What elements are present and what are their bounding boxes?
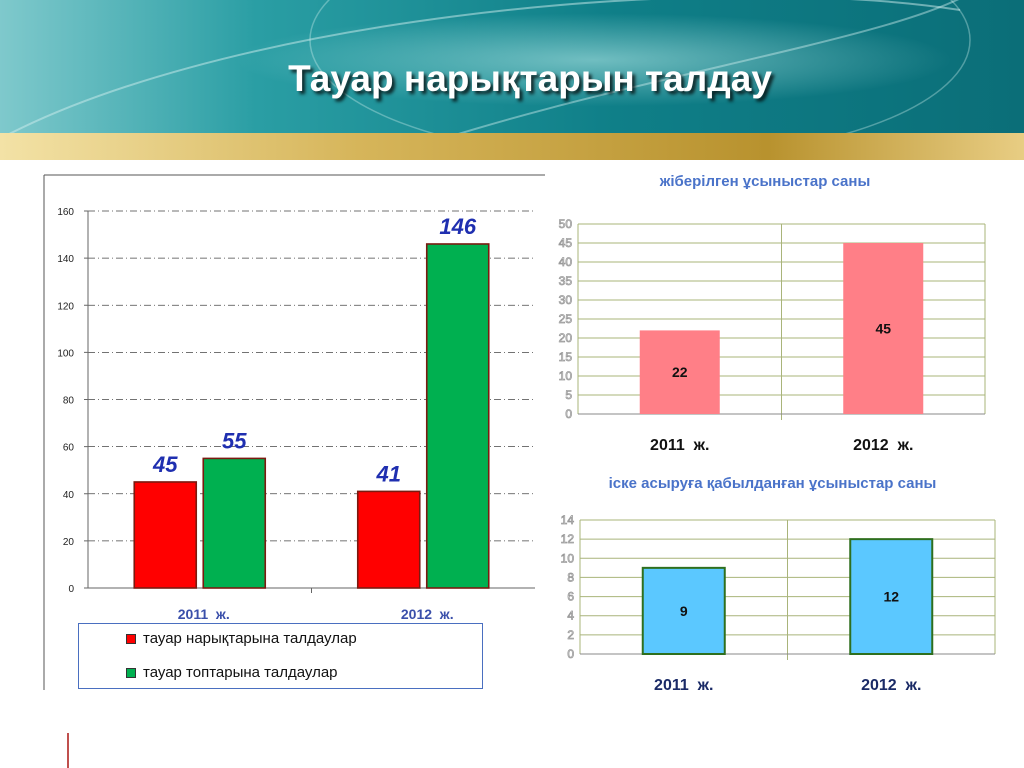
y-tick-label: 20 — [63, 537, 75, 548]
y-tick-label: 45 — [559, 236, 573, 250]
y-tick-label: 100 — [57, 348, 74, 359]
legend-swatch-green — [126, 668, 136, 678]
bar-groups — [425, 243, 490, 589]
y-tick-label: 35 — [559, 274, 573, 288]
y-tick-label: 0 — [565, 407, 572, 421]
y-tick-label: 140 — [57, 254, 74, 265]
y-tick-label: 2 — [567, 628, 574, 642]
data-label: 45 — [875, 321, 891, 337]
y-tick-label: 40 — [559, 255, 573, 269]
y-tick-label: 5 — [565, 388, 572, 402]
y-tick-label: 10 — [561, 551, 575, 565]
legend-item-markets: тауар нарықтарына талдаулар — [126, 630, 357, 647]
y-tick-label: 50 — [559, 217, 573, 231]
legend-label-markets: тауар нарықтарына талдаулар — [143, 630, 357, 647]
data-label: 9 — [680, 603, 688, 619]
x-tick-label: 2011 ж. — [654, 677, 713, 694]
data-label: 12 — [883, 589, 899, 605]
y-tick-label: 6 — [567, 590, 574, 604]
accepted-proposals-title: іске асыруға қабылданған ұсыныстар саны — [608, 475, 937, 492]
legend-swatch-red — [126, 634, 136, 644]
data-label: 55 — [222, 428, 247, 453]
y-tick-label: 120 — [57, 301, 74, 312]
slide-header — [0, 0, 1024, 160]
x-tick-label: 2011 ж. — [650, 437, 709, 454]
y-tick-label: 10 — [559, 369, 573, 383]
y-tick-label: 80 — [63, 396, 75, 407]
bar-markets — [356, 490, 421, 589]
y-tick-label: 30 — [559, 293, 573, 307]
main-bar-chart: 0 20 40 60 80 100 120 140 160 2011 ж. 45 55 2012 ж. 4… — [0, 165, 560, 765]
data-label: 146 — [439, 214, 476, 239]
x-tick-label: 2011 ж. — [178, 606, 230, 622]
main-bar-chart-svg: 0 20 40 60 80 100 120 140 160 2011 ж. 45 55 2012 ж. 4… — [43, 174, 545, 690]
legend-item-groups: тауар топтарына талдаулар — [126, 664, 338, 681]
bar — [849, 538, 934, 656]
y-tick-label: 15 — [559, 350, 573, 364]
y-tick-label: 40 — [63, 490, 75, 501]
y-tick-label: 8 — [567, 570, 574, 584]
slide-accent-line — [67, 733, 69, 768]
y-tick-label: 14 — [561, 513, 575, 527]
y-tick-label: 12 — [561, 532, 575, 546]
y-tick-label: 4 — [567, 609, 574, 623]
main-chart-legend: тауар нарықтарына талдаулар тауар топтар… — [78, 623, 483, 689]
legend-label-groups: тауар топтарына талдаулар — [143, 664, 338, 681]
data-label: 41 — [376, 461, 401, 486]
y-tick-label: 60 — [63, 443, 75, 454]
bar-markets — [133, 481, 198, 589]
x-tick-label: 2012 ж. — [861, 677, 921, 694]
sent-proposals-title: жіберілген ұсыныстар саны — [659, 173, 871, 190]
y-tick-label: 0 — [567, 647, 574, 661]
x-tick-label: 2012 ж. — [401, 606, 454, 622]
bar-groups — [202, 457, 267, 589]
bar — [639, 330, 720, 414]
y-tick-label: 25 — [559, 312, 573, 326]
bar — [843, 243, 924, 414]
y-tick-label: 160 — [57, 207, 74, 218]
y-tick-label: 0 — [68, 584, 74, 595]
x-tick-label: 2012 ж. — [853, 437, 913, 454]
data-label: 22 — [672, 364, 688, 380]
header-background — [0, 0, 1024, 160]
y-tick-label: 20 — [559, 331, 573, 345]
data-label: 45 — [152, 452, 178, 477]
bar — [641, 566, 726, 655]
slide-title: Тауар нарықтарын талдау — [288, 58, 772, 99]
